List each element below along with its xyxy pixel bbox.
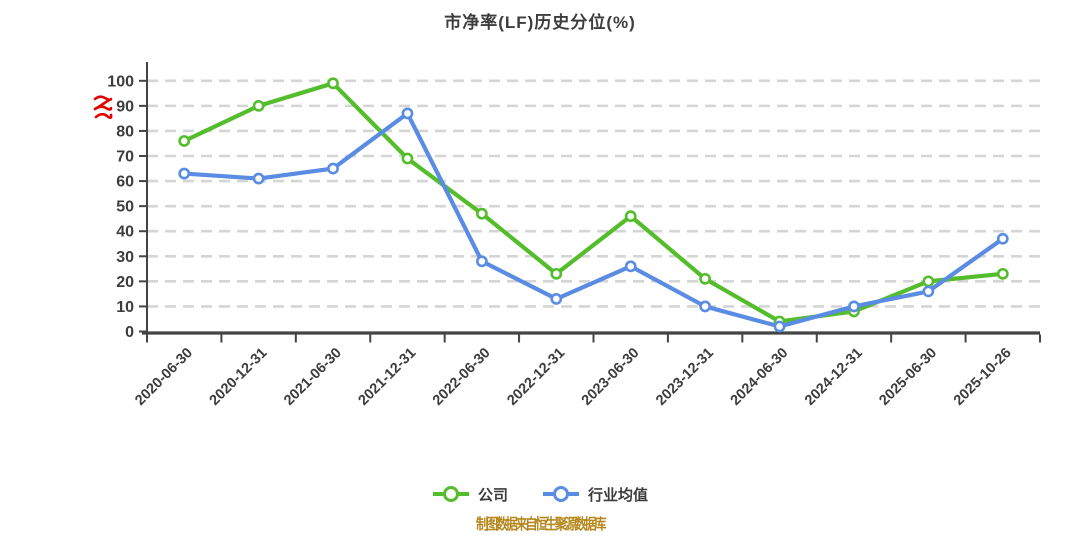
- data-point-marker[interactable]: [773, 320, 786, 333]
- axes: [142, 62, 1040, 335]
- data-point-marker[interactable]: [699, 300, 712, 313]
- data-point-marker[interactable]: [996, 267, 1009, 280]
- y-axis-label: 10: [116, 299, 134, 316]
- x-axis-label: 2025-10-26: [951, 345, 1015, 409]
- x-axis-label: 2023-06-30: [579, 345, 643, 409]
- y-axis-label: 100: [107, 73, 134, 90]
- data-point-marker[interactable]: [550, 267, 563, 280]
- data-point-marker[interactable]: [848, 300, 860, 313]
- y-axis-label: 0: [125, 324, 134, 341]
- data-point-marker[interactable]: [922, 275, 935, 288]
- data-point-marker[interactable]: [178, 167, 191, 180]
- line-chart-plot: 0 10 20 30 40 50 60 70 80 90 100 2020-06-30 2020-12-…: [107, 62, 1041, 409]
- data-point-marker[interactable]: [624, 210, 637, 223]
- data-point-marker[interactable]: [327, 77, 339, 90]
- data-point-marker[interactable]: [252, 99, 265, 112]
- chart-title: 市净率(LF)历史分位(%): [444, 13, 636, 32]
- x-axis-label: 2025-06-30: [876, 345, 940, 409]
- y-axis-label: 40: [116, 224, 134, 241]
- data-point-marker[interactable]: [401, 107, 414, 120]
- x-axis-labels: 2020-06-30 2020-12-31 2021-06-30 2021-12-31…: [132, 345, 1014, 409]
- x-axis-label: 2020-06-30: [132, 345, 196, 409]
- x-axis-label: 2021-06-30: [281, 345, 345, 409]
- data-point-marker[interactable]: [327, 162, 339, 175]
- legend-label-industry-average: 行业均值: [588, 486, 649, 504]
- y-axis-label: 30: [116, 249, 134, 266]
- industry-line-marker-icon: [543, 486, 579, 502]
- data-point-marker[interactable]: [996, 232, 1009, 245]
- x-axis-label: 2022-12-31: [504, 345, 568, 409]
- y-axis-label: 20: [116, 274, 134, 291]
- x-axis-label: 2021-12-31: [356, 345, 420, 409]
- x-axis-label: 2024-12-31: [802, 345, 866, 409]
- data-point-marker[interactable]: [624, 260, 637, 273]
- y-axis-label: 50: [116, 199, 134, 216]
- y-axis-label: 70: [116, 149, 134, 166]
- data-point-marker[interactable]: [550, 293, 563, 305]
- x-axis-label: 2023-12-31: [653, 345, 717, 409]
- y-axis-label: 90: [116, 98, 134, 115]
- legend-item-industry-average[interactable]: 行业均值: [542, 484, 648, 505]
- industry-line: [182, 111, 1005, 329]
- industry-series: [178, 107, 1009, 333]
- data-point-marker[interactable]: [699, 272, 712, 285]
- legend-label-company: 公司: [477, 486, 508, 504]
- data-point-marker[interactable]: [475, 207, 488, 220]
- data-point-marker[interactable]: [178, 135, 191, 147]
- gridlines: [147, 79, 1040, 308]
- company-line-marker-icon: [432, 486, 469, 502]
- y-axis-ticks: 0 10 20 30 40 50 60 70 80 90 100: [107, 73, 147, 341]
- x-axis-label: 2020-12-31: [207, 345, 271, 409]
- data-point-marker[interactable]: [475, 255, 488, 268]
- company-series: [178, 77, 1009, 328]
- red-watermark-icon: [93, 95, 113, 120]
- data-point-marker[interactable]: [922, 285, 935, 298]
- x-axis-label: 2022-06-30: [430, 345, 494, 409]
- data-point-marker[interactable]: [401, 152, 414, 165]
- y-axis-label: 80: [116, 123, 134, 140]
- x-axis-label: 2024-06-30: [728, 345, 792, 409]
- data-point-marker[interactable]: [252, 172, 265, 185]
- y-axis-label: 60: [116, 174, 134, 191]
- legend-item-company[interactable]: 公司: [432, 484, 508, 505]
- x-axis-ticks: [146, 334, 1041, 343]
- footer-watermark-text: 制图数据来自恒生聚源数据库: [476, 516, 606, 533]
- company-line: [182, 81, 1005, 324]
- chart-legend: 公司 行业均值: [0, 481, 1080, 507]
